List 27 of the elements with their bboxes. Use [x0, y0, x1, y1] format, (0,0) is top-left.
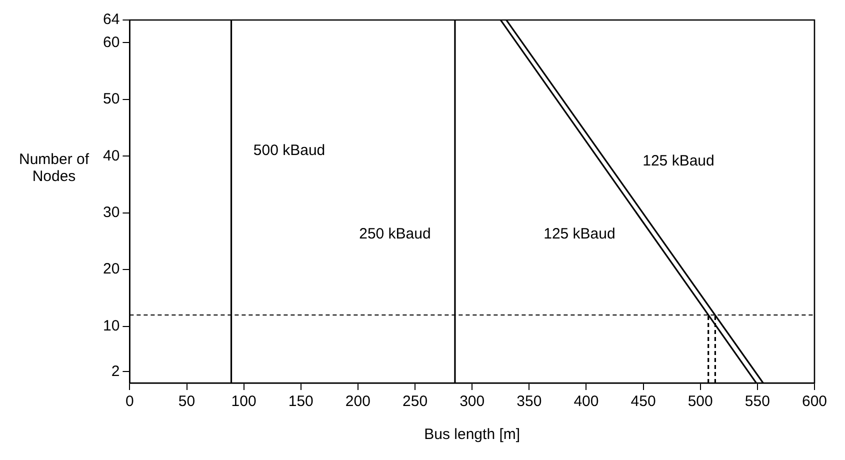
y-tick-label: 2: [111, 362, 120, 380]
x-tick-label: 550: [744, 393, 770, 410]
series-label: 250 kBaud: [359, 225, 431, 242]
x-tick-label: 350: [516, 393, 542, 410]
y-tick-label: 64: [102, 11, 120, 28]
y-tick-label: 60: [102, 34, 120, 51]
x-tick-label: 200: [345, 393, 370, 410]
x-tick-label: 50: [178, 393, 196, 410]
x-tick-label: 400: [574, 393, 599, 410]
y-tick-label: 20: [102, 260, 120, 278]
y-tick-label: 50: [102, 90, 120, 108]
series-label: 125 kBaud: [642, 152, 714, 170]
x-tick-label: 300: [460, 393, 485, 410]
series-label: 500 kBaud: [253, 142, 326, 159]
y-tick-label: 40: [102, 147, 120, 164]
x-axis-title: Bus length [m]: [424, 426, 520, 444]
series-label: 125 kBaud: [544, 225, 616, 242]
x-tick-label: 600: [802, 393, 827, 410]
x-tick-label: 0: [126, 393, 134, 410]
x-tick-label: 150: [288, 393, 314, 410]
x-tick-label: 100: [231, 393, 256, 410]
y-axis-title: Number of Nodes: [18, 151, 90, 185]
x-tick-label: 250: [402, 393, 428, 410]
x-tick-label: 500: [688, 393, 713, 410]
x-tick-label: 450: [630, 393, 656, 410]
y-tick-label: 30: [102, 204, 120, 221]
y-tick-label: 10: [102, 317, 120, 334]
